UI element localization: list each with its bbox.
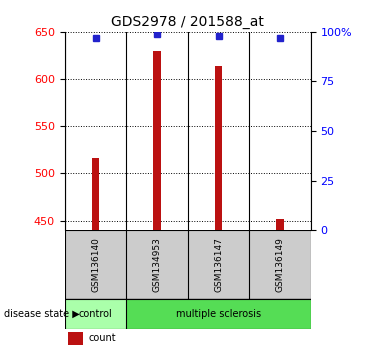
- Bar: [92, 158, 99, 230]
- Text: GSM136147: GSM136147: [214, 237, 223, 292]
- Text: GSM134953: GSM134953: [152, 237, 162, 292]
- FancyBboxPatch shape: [126, 299, 311, 329]
- Bar: [276, 219, 284, 230]
- Text: GSM136140: GSM136140: [91, 237, 100, 292]
- Bar: [153, 51, 161, 230]
- Text: GSM136149: GSM136149: [276, 237, 285, 292]
- FancyBboxPatch shape: [65, 299, 126, 329]
- Text: multiple sclerosis: multiple sclerosis: [176, 309, 261, 319]
- Text: disease state ▶: disease state ▶: [4, 309, 80, 319]
- Text: control: control: [79, 309, 112, 319]
- Text: count: count: [89, 333, 117, 343]
- Title: GDS2978 / 201588_at: GDS2978 / 201588_at: [111, 16, 264, 29]
- Bar: [215, 66, 222, 230]
